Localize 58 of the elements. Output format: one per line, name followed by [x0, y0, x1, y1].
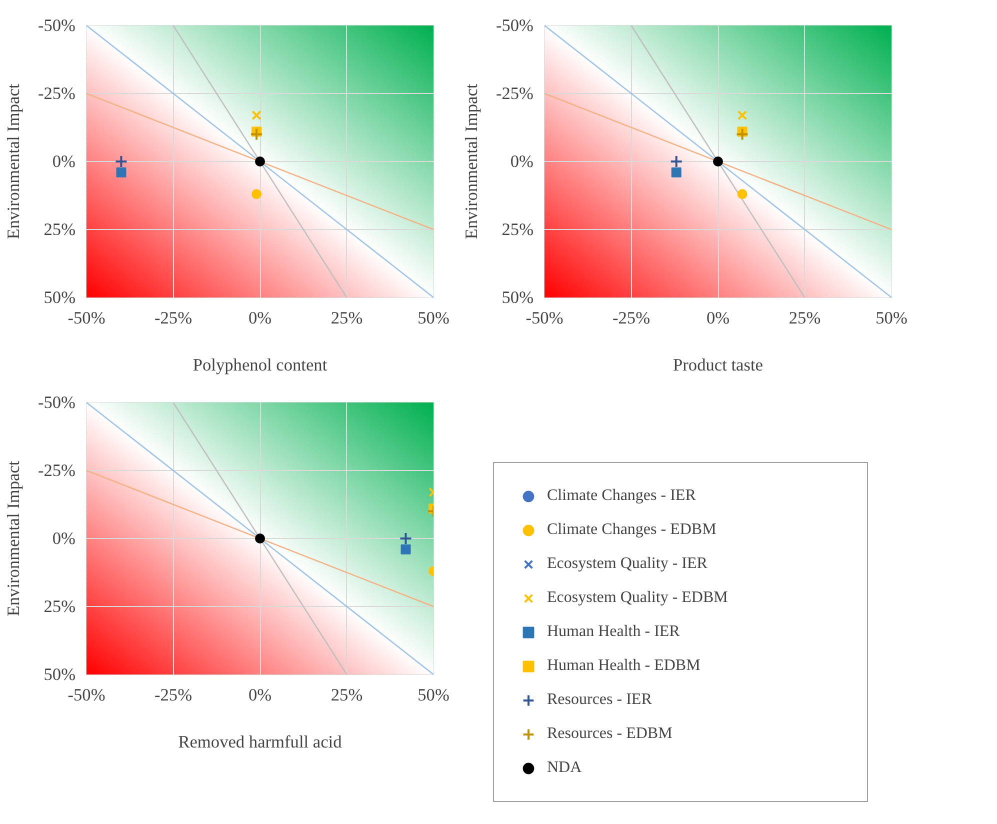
x-tick-label: -25%	[612, 308, 650, 328]
point	[713, 156, 723, 166]
point	[252, 110, 262, 120]
legend-label: Ecosystem Quality - IER	[547, 555, 708, 573]
point	[116, 167, 126, 178]
y-tick-label: 50%	[502, 288, 534, 307]
point	[737, 189, 748, 200]
legend-label: Ecosystem Quality - EDBM	[547, 589, 729, 607]
point	[250, 128, 264, 141]
x-tick-label: 25%	[330, 308, 363, 328]
y-tick-label: 0%	[52, 152, 76, 171]
y-axis-title: Environmental Impact	[4, 84, 23, 240]
x-tick-label: -50%	[526, 308, 564, 328]
y-axis-title: Environmental Impact	[462, 84, 481, 240]
x-axis-title: Product taste	[673, 356, 764, 374]
legend-label: Resources - IER	[547, 691, 653, 709]
legend-label: Climate Changes - EDBM	[547, 521, 718, 539]
x-tick-label: 50%	[418, 686, 450, 704]
point	[736, 128, 749, 141]
x-axis-title: Polyphenol content	[192, 356, 328, 374]
x-tick-label: 25%	[330, 686, 363, 704]
y-tick-label: -25%	[496, 84, 534, 103]
y-tick-label: 0%	[52, 529, 76, 548]
y-tick-label: -25%	[38, 84, 76, 103]
x-tick-label: -50%	[68, 686, 106, 704]
y-tick-label: 25%	[44, 220, 76, 239]
x-tick-label: -50%	[68, 308, 106, 328]
x-tick-label: -25%	[154, 308, 192, 328]
y-tick-label: 0%	[510, 152, 534, 171]
point	[255, 156, 265, 166]
y-tick-label: 25%	[44, 597, 76, 616]
legend-label: Resources - EDBM	[547, 725, 674, 743]
legend-label: NDA	[547, 759, 583, 777]
x-tick-label: 0%	[706, 308, 730, 328]
y-tick-label: 50%	[44, 665, 76, 684]
point	[255, 534, 265, 544]
legend-label: Human Health - EDBM	[547, 657, 702, 675]
point	[737, 110, 748, 120]
x-tick-label: 0%	[248, 308, 272, 328]
y-tick-label: -50%	[38, 16, 76, 35]
x-tick-label: 25%	[788, 308, 821, 328]
legend-label: Climate Changes - IER	[547, 487, 697, 505]
x-tick-label: 50%	[876, 308, 908, 328]
y-tick-label: -50%	[38, 393, 76, 412]
point	[114, 155, 128, 168]
y-tick-label: 25%	[502, 220, 534, 239]
x-axis-title: Removed harmfull acid	[178, 732, 342, 752]
x-tick-label: 0%	[248, 686, 272, 704]
y-tick-label: 50%	[44, 288, 76, 307]
x-tick-label: -25%	[154, 686, 192, 704]
point	[252, 189, 262, 200]
y-tick-label: -25%	[38, 461, 76, 480]
point	[671, 167, 682, 178]
x-tick-label: 50%	[418, 308, 450, 328]
y-axis-title: Environmental Impact	[4, 460, 23, 616]
y-tick-label: -50%	[496, 16, 534, 35]
legend-label: Human Health - IER	[547, 623, 681, 641]
point	[670, 155, 683, 168]
